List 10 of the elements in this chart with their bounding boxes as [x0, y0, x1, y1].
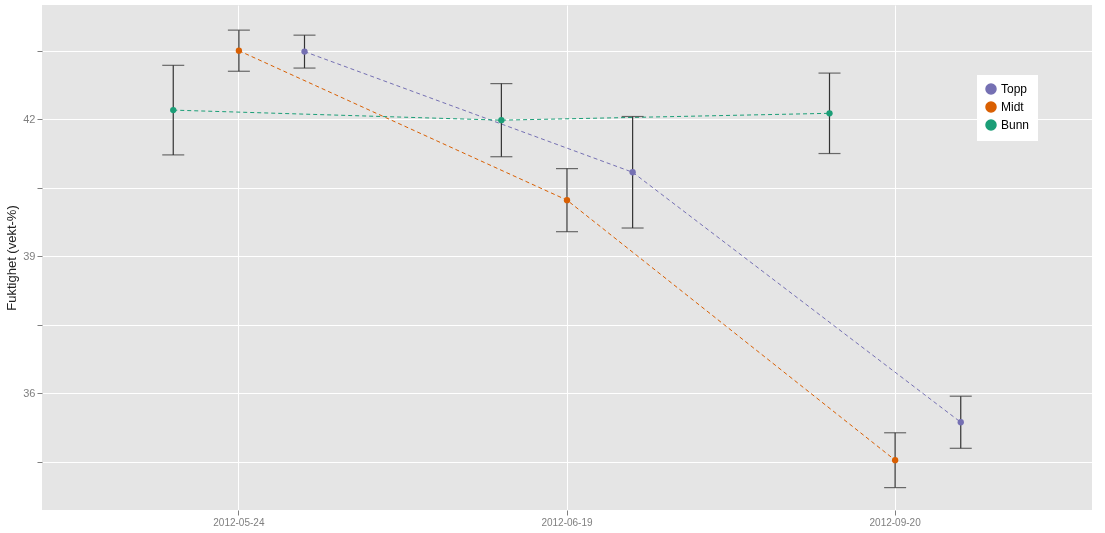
x-tick-label: 2012-06-19	[541, 516, 594, 528]
y-tick-label: 36	[23, 386, 36, 399]
legend-label: Topp	[1001, 82, 1028, 96]
y-tick-label: 39	[23, 249, 36, 262]
x-tick-label: 2012-05-24	[213, 516, 265, 528]
y-axis-title: Fuktighet (vekt-%)	[4, 205, 20, 311]
y-tick-label: 42	[23, 112, 36, 125]
legend-label: Midt	[1001, 100, 1025, 114]
legend-label: Bunn	[1001, 118, 1030, 132]
x-tick-label: 2012-09-20	[869, 516, 922, 528]
